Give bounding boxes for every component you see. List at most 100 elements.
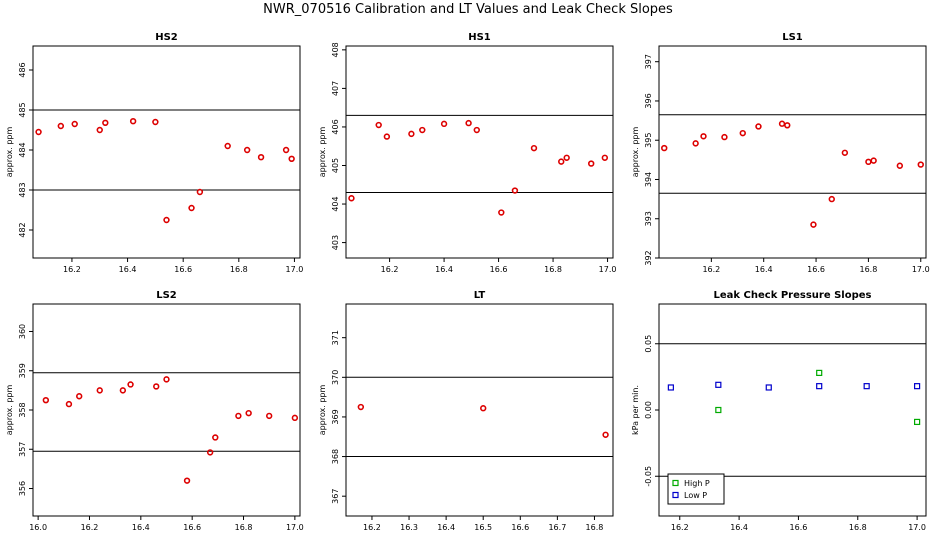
data-point <box>163 216 170 224</box>
data-point <box>715 406 722 414</box>
data-point <box>57 122 65 130</box>
chart-title: Leak Check Pressure Slopes <box>714 290 872 301</box>
x-tick-label: 16.6 <box>183 523 201 532</box>
x-tick-label: 16.3 <box>400 523 418 532</box>
y-tick-label: 392 <box>644 250 653 265</box>
data-point <box>206 449 214 456</box>
data-points <box>667 369 921 426</box>
data-points <box>661 120 924 228</box>
data-point <box>76 393 83 400</box>
chart-title: LT <box>474 290 486 301</box>
y-tick-label: 368 <box>331 449 340 464</box>
data-point <box>357 403 365 411</box>
y-tick-label: 357 <box>18 442 27 457</box>
data-point <box>71 120 78 128</box>
data-point <box>243 146 251 154</box>
x-tick-label: 16.2 <box>671 523 689 532</box>
data-point <box>348 195 355 202</box>
data-point <box>265 412 273 420</box>
data-point <box>383 133 391 140</box>
y-tick-label: 367 <box>331 489 340 504</box>
data-point <box>692 140 699 147</box>
y-tick-label: 483 <box>18 182 27 197</box>
data-point <box>127 381 134 388</box>
plot-frame <box>32 303 301 517</box>
data-point <box>224 142 231 150</box>
data-point <box>865 158 872 166</box>
y-tick-label: 369 <box>331 409 340 424</box>
data-point <box>828 195 835 203</box>
data-point <box>163 376 170 383</box>
data-point <box>896 162 904 169</box>
data-point <box>715 381 722 388</box>
y-tick-label: 403 <box>331 235 340 250</box>
y-tick-label: 356 <box>18 481 27 496</box>
y-tick-label: 397 <box>644 54 653 69</box>
data-point <box>153 383 160 390</box>
data-points <box>42 376 299 484</box>
y-tick-label: 408 <box>331 42 340 57</box>
data-point <box>480 405 487 412</box>
data-point <box>601 154 609 161</box>
data-point <box>183 477 191 484</box>
y-tick-label: 482 <box>18 222 27 237</box>
x-tick-label: 17.0 <box>912 265 930 274</box>
chart-title: HS1 <box>468 32 491 43</box>
x-tick-label: 16.4 <box>437 523 455 532</box>
y-tick-label: 393 <box>644 211 653 226</box>
y-axis-label: kPa per min. <box>631 385 640 435</box>
y-tick-label: 405 <box>331 158 340 173</box>
x-tick-label: 16.4 <box>730 523 748 532</box>
data-point <box>473 126 480 134</box>
y-axis-label: approx. ppm <box>5 127 14 178</box>
chart-panel-3: LS1 16.2 16.4 16.6 16.8 17.0 392 393 394 395 396 39… <box>631 32 930 274</box>
y-tick-label: 395 <box>644 133 653 148</box>
plot-frame <box>345 303 614 517</box>
data-points <box>357 403 609 438</box>
y-tick-label: 486 <box>18 62 27 77</box>
data-point <box>42 396 50 404</box>
data-point <box>465 119 472 127</box>
data-point <box>96 126 103 134</box>
x-tick-label: 16.8 <box>849 523 867 532</box>
x-tick-label: 16.8 <box>230 265 248 274</box>
x-tick-label: 16.0 <box>29 523 47 532</box>
figure-title: NWR_070516 Calibration and LT Values and… <box>263 2 673 17</box>
y-tick-label: 371 <box>331 330 340 345</box>
x-tick-label: 16.4 <box>755 265 773 274</box>
chart-title: LS2 <box>156 290 177 301</box>
x-tick-label: 16.6 <box>174 265 192 274</box>
x-tick-label: 16.8 <box>235 523 253 532</box>
y-tick-label: 358 <box>18 402 27 417</box>
data-point <box>288 155 295 163</box>
x-tick-label: 17.0 <box>286 265 304 274</box>
data-points <box>35 117 295 224</box>
data-point <box>65 400 73 408</box>
data-point <box>282 146 290 154</box>
x-tick-label: 16.6 <box>511 523 529 532</box>
x-tick-label: 16.2 <box>81 523 99 532</box>
data-point <box>778 120 786 127</box>
data-point <box>602 431 609 438</box>
data-point <box>375 121 382 129</box>
data-point <box>765 384 772 391</box>
y-tick-label: 360 <box>18 324 27 339</box>
plot-frame <box>32 45 301 259</box>
data-point <box>511 187 519 194</box>
data-point <box>588 160 595 167</box>
data-point <box>739 129 746 137</box>
y-tick-label: 394 <box>644 172 653 187</box>
data-point <box>119 387 127 394</box>
x-tick-label: 16.7 <box>548 523 566 532</box>
legend-label: High P <box>684 479 710 488</box>
x-tick-label: 17.0 <box>908 523 926 532</box>
data-point <box>863 383 870 390</box>
plot-frame <box>658 45 927 259</box>
data-point <box>667 384 674 391</box>
x-tick-label: 16.2 <box>63 265 81 274</box>
y-tick-label: 0.05 <box>644 335 653 353</box>
x-tick-label: 16.8 <box>586 523 604 532</box>
data-point <box>913 383 921 390</box>
data-point <box>291 414 299 422</box>
data-points <box>348 119 609 216</box>
